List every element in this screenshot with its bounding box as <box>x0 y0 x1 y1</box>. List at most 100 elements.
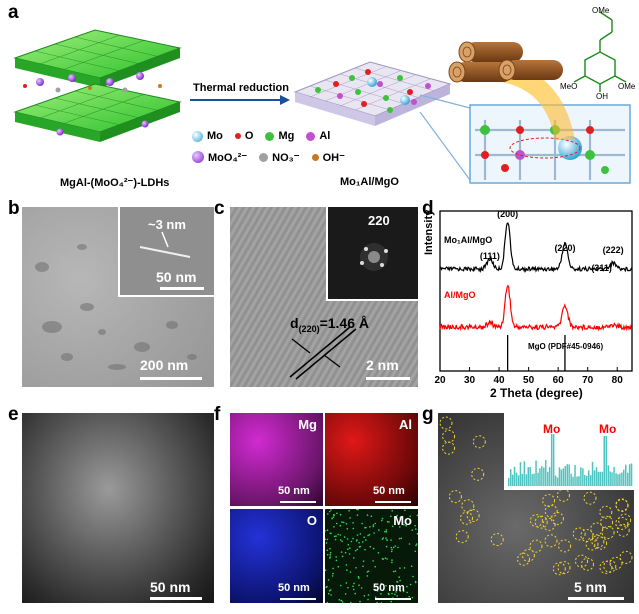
profile-bar <box>568 464 570 486</box>
hrtem-image-c: 220 d(220)=1.46 Å 2 nm <box>230 207 418 387</box>
xrd-peak-label: (200) <box>497 209 518 219</box>
mo-signal-dot <box>345 564 348 566</box>
mo-signal-dot <box>408 595 410 598</box>
single-atom-circle <box>439 416 453 430</box>
single-atom-circle <box>471 467 485 481</box>
mo-signal-dot <box>348 510 350 512</box>
mo-signal-dot <box>366 571 369 573</box>
profile-bar <box>554 475 557 486</box>
single-atom-circle <box>590 522 604 536</box>
xrd-axes-frame <box>439 210 633 372</box>
tem-inset-b: ~3 nm 50 nm <box>118 207 214 297</box>
single-atom-circle <box>544 534 558 548</box>
profile-bar <box>630 463 633 486</box>
single-atom-circle <box>544 504 558 518</box>
no3-legend-icon <box>259 152 269 162</box>
mo-signal-dot <box>365 539 367 541</box>
profile-bar <box>576 476 578 486</box>
mo-signal-dot <box>352 588 355 591</box>
mo-signal-dot <box>408 543 411 545</box>
mo-signal-dot <box>374 588 377 591</box>
single-atom-circle <box>442 441 456 455</box>
mo-signal-dot <box>367 598 369 601</box>
scale-bar-al <box>375 501 411 503</box>
mo-signal-dot <box>403 567 406 569</box>
d-spacing-label: d(220)=1.46 Å <box>290 315 370 334</box>
mo-signal-dot <box>359 545 361 548</box>
mg-legend-icon <box>265 131 275 141</box>
oh-legend-icon <box>311 153 319 161</box>
mo-signal-dot <box>374 585 377 588</box>
mo-signal-dot <box>409 583 412 586</box>
mo-signal-dot <box>415 528 417 530</box>
mo-signal-dot <box>372 547 375 550</box>
profile-bar <box>628 464 631 486</box>
xrd-xtick-label: 50 <box>523 375 535 386</box>
legend-no3: NO₃⁻ <box>272 151 300 164</box>
mo-signal-dot <box>343 536 346 538</box>
mo-signal-dot <box>386 520 389 523</box>
mo-signal-dot <box>330 589 332 591</box>
single-atom-circle <box>557 561 571 575</box>
scale-bar-b <box>140 377 202 380</box>
mo-signal-dot <box>325 530 326 532</box>
profile-bar <box>513 466 516 486</box>
scale-bar-g <box>568 597 624 600</box>
single-atom-circle <box>594 536 608 550</box>
mo-signal-dot <box>385 537 387 539</box>
scale-bar-mg <box>280 501 316 503</box>
profile-bar <box>556 477 559 486</box>
mo-signal-dot <box>366 514 369 516</box>
series-mo1al-mgo <box>439 222 633 274</box>
moo4-legend-icon <box>192 151 204 163</box>
profile-bar <box>539 468 541 486</box>
xrd-xtick-label: 80 <box>612 375 624 386</box>
eds-map-mo: Mo 50 nm <box>325 509 418 603</box>
profile-bar <box>525 474 528 486</box>
mo-signal-dot <box>416 514 418 517</box>
mo-signal-dot <box>337 533 339 536</box>
mo-signal-dot <box>405 524 407 527</box>
panel-label-f: f <box>214 404 221 425</box>
mo-signal-dot <box>328 510 331 513</box>
profile-bar <box>517 475 520 486</box>
panel-label-d: d <box>422 198 434 219</box>
mo-signal-dot <box>330 594 332 596</box>
mo-signal-dot <box>347 548 349 550</box>
mo-signal-dot <box>370 515 373 517</box>
mo-signal-dot <box>334 538 337 541</box>
mo-signal-dot <box>352 527 355 530</box>
scale-label-mg: 50 nm <box>278 485 310 497</box>
single-atom-circle <box>466 509 480 522</box>
mo-signal-dot <box>406 591 408 594</box>
mo-signal-dot <box>344 551 347 554</box>
single-atom-circle <box>461 499 475 513</box>
profile-bar <box>533 473 535 486</box>
mo-signal-dot <box>414 550 417 553</box>
mo-signal-dot <box>381 558 384 560</box>
single-atom-circle <box>575 554 588 568</box>
mo-signal-dot <box>326 585 328 588</box>
mo-signal-dot <box>397 546 399 549</box>
mo-signal-dot <box>339 584 342 587</box>
mo-signal-dot <box>345 523 348 525</box>
mo-signal-dot <box>325 509 326 510</box>
scale-label-al: 50 nm <box>373 485 405 497</box>
mo-signal-dot <box>378 529 380 531</box>
xrd-ylabel: Intensity <box>423 209 435 255</box>
mo-signal-dot <box>415 543 418 545</box>
mo-signal-dot <box>329 532 332 535</box>
mo-signal-dot <box>372 524 375 526</box>
scale-label-mo: 50 nm <box>373 582 405 594</box>
mo-signal-dot <box>335 556 337 558</box>
mo-signal-dot <box>333 535 336 538</box>
mgo-lattice <box>293 61 452 126</box>
mo-signal-dot <box>416 533 418 535</box>
profile-bar <box>564 466 566 486</box>
profile-bar <box>595 467 598 486</box>
mo-signal-dot <box>391 561 393 564</box>
single-atom-circle <box>572 527 586 541</box>
mo1al-mgo-caption: Mo₁Al/MgO <box>340 176 399 188</box>
mo-signal-dot <box>391 559 393 561</box>
mo-signal-dot <box>332 567 334 570</box>
